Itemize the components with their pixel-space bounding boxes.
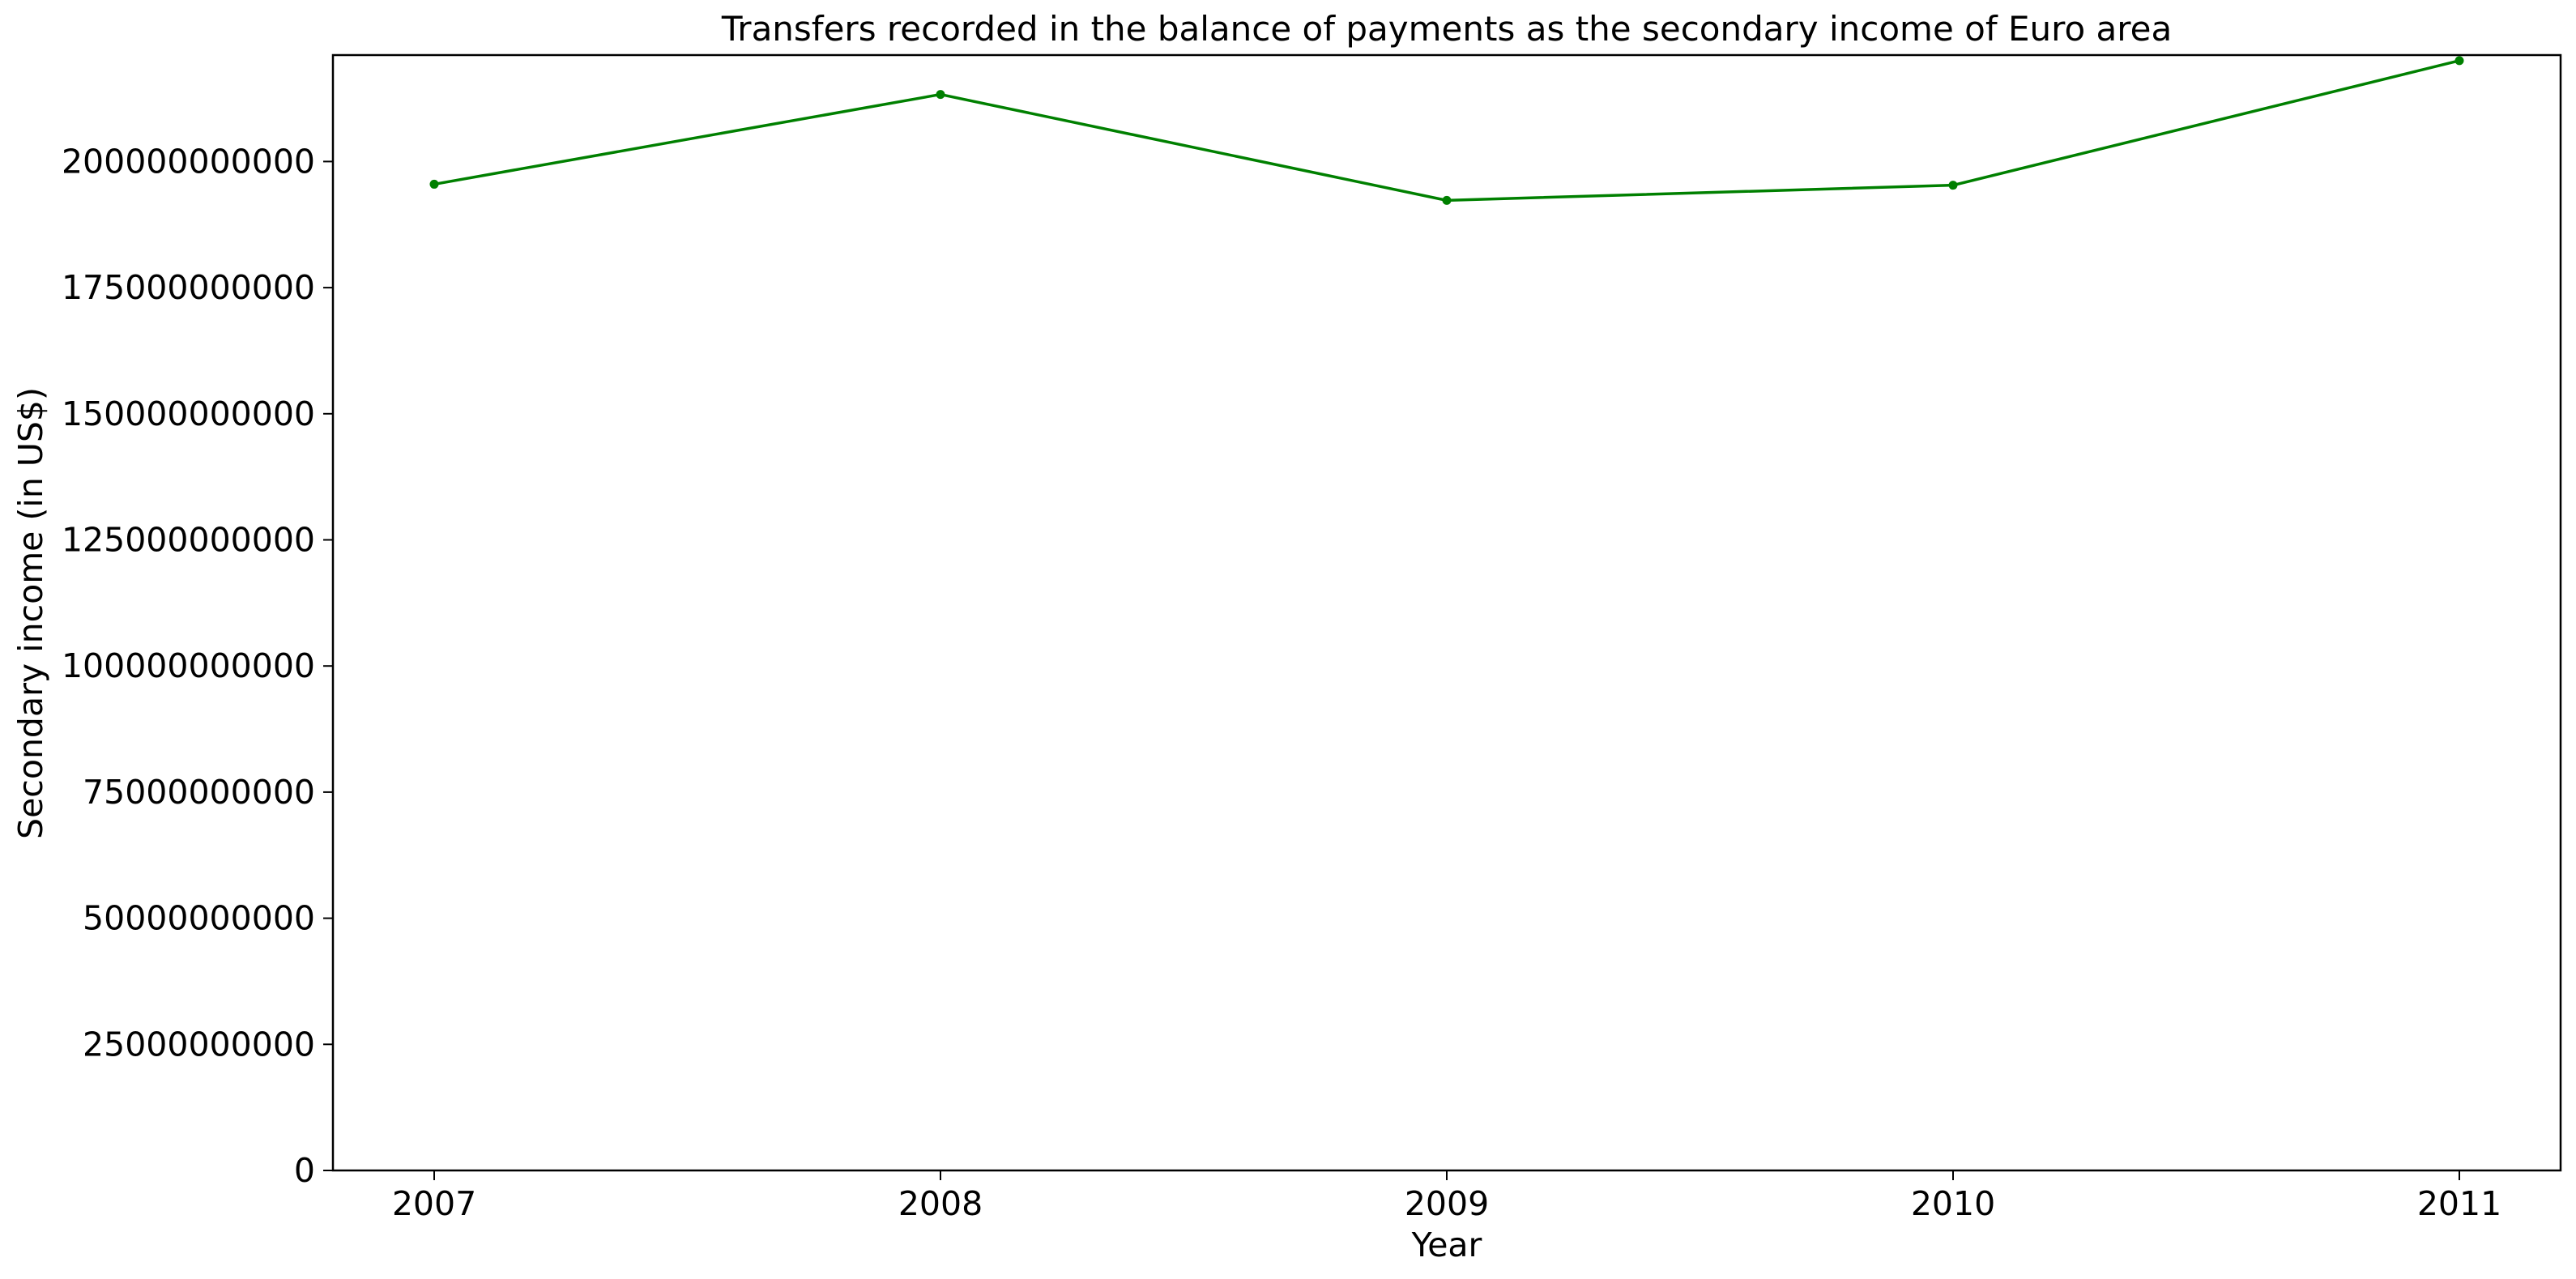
- y-tick-label: 200000000000: [62, 142, 315, 181]
- y-tick-label: 25000000000: [83, 1025, 315, 1064]
- x-tick-label: 2011: [2417, 1184, 2501, 1223]
- data-point: [2454, 56, 2464, 66]
- x-tick-label: 2010: [1911, 1184, 1995, 1223]
- y-tick-label: 50000000000: [83, 899, 315, 938]
- y-tick-label: 125000000000: [62, 521, 315, 560]
- y-tick-label: 0: [294, 1151, 315, 1190]
- x-tick-label: 2007: [392, 1184, 476, 1223]
- y-tick-label: 100000000000: [62, 646, 315, 685]
- data-point: [1948, 181, 1958, 190]
- x-tick-label: 2008: [898, 1184, 983, 1223]
- data-point: [429, 179, 439, 189]
- y-tick-label: 175000000000: [62, 268, 315, 307]
- y-tick-label: 150000000000: [62, 394, 315, 433]
- plot-area: 2007 2008 2009 2010 2011 0 25000000000 50000000…: [62, 56, 2501, 1223]
- x-axis-label: Year: [1411, 1226, 1482, 1264]
- y-axis-label: Secondary income (in US$): [11, 387, 50, 839]
- plot-frame: [331, 53, 2562, 1172]
- data-point: [1442, 195, 1452, 205]
- data-point: [936, 90, 945, 100]
- y-tick-label: 75000000000: [83, 773, 315, 812]
- chart-title: Transfers recorded in the balance of pay…: [721, 9, 2172, 49]
- x-tick-label: 2009: [1405, 1184, 1489, 1223]
